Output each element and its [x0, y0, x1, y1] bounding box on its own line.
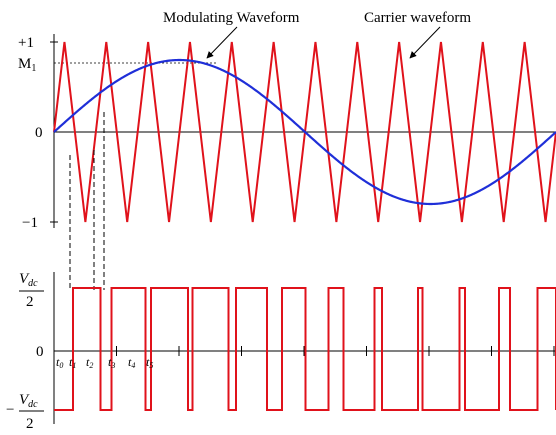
modulating-arrow — [206, 26, 238, 59]
carrier-arrow — [409, 26, 441, 59]
svg-text:2: 2 — [26, 294, 34, 310]
svg-text:Vdc: Vdc — [19, 271, 38, 289]
label-vdc-half: Vdc 2 — [19, 271, 44, 310]
time-labels: t0 t1 t2 t3 t4 t5 — [56, 355, 153, 370]
svg-text:2: 2 — [26, 416, 34, 432]
label-zero-bottom: 0 — [36, 344, 44, 360]
label-minus-one: −1 — [22, 215, 38, 231]
bottom-ticks — [116, 346, 555, 356]
label-m1: M1 — [18, 56, 36, 74]
time-label-t5: t5 — [146, 355, 153, 370]
svg-text:Vdc: Vdc — [19, 392, 38, 410]
time-label-t0: t0 — [56, 355, 63, 370]
label-zero-top: 0 — [35, 125, 43, 141]
modulating-waveform-label: Modulating Waveform — [163, 10, 300, 26]
label-minus-vdc-half: − Vdc 2 — [6, 392, 44, 432]
time-label-t2: t2 — [86, 355, 93, 370]
label-plus-one: +1 — [18, 35, 34, 51]
time-label-t4: t4 — [128, 355, 135, 370]
svg-text:−: − — [6, 402, 14, 418]
time-label-t3: t3 — [108, 355, 115, 370]
carrier-waveform-label: Carrier waveform — [364, 10, 471, 26]
time-label-t1: t1 — [69, 355, 76, 370]
pwm-output-waveform — [54, 287, 556, 411]
modulating-waveform — [53, 58, 556, 206]
